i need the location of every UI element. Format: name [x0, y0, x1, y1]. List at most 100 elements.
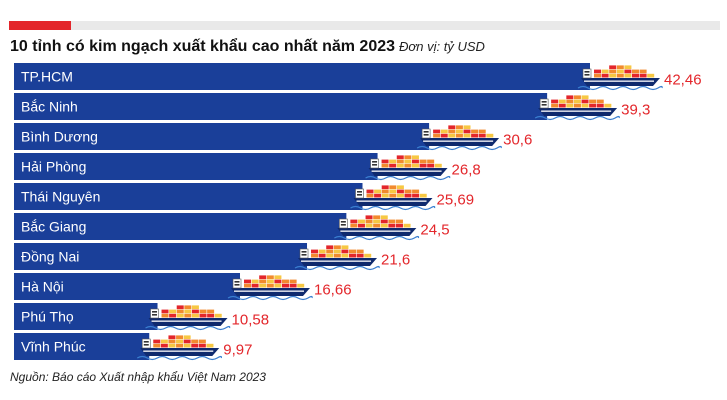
ship-bridge: [582, 68, 592, 79]
container-box: [616, 65, 624, 70]
container-box: [412, 189, 420, 194]
ship-hull: [581, 78, 660, 86]
container-box: [404, 159, 412, 164]
container-box: [573, 95, 581, 100]
container-box: [357, 223, 365, 228]
container-box: [183, 335, 191, 340]
ship-hull: [538, 108, 618, 116]
container-box: [259, 275, 267, 280]
container-box: [168, 339, 176, 344]
hull-stripe: [423, 140, 494, 142]
container-box: [455, 129, 463, 134]
container-box: [333, 253, 341, 258]
container-box: [604, 103, 612, 108]
container-box: [168, 343, 176, 348]
container-box: [199, 313, 207, 318]
container-box: [601, 73, 609, 78]
container-box: [341, 253, 349, 258]
cargo-ship-icon: [145, 305, 231, 331]
bar-1: [14, 93, 548, 120]
container-box: [395, 219, 403, 224]
container-box: [183, 343, 191, 348]
container-box: [381, 185, 389, 190]
water-line: [334, 235, 420, 241]
ship-hull: [337, 228, 417, 236]
container-box: [366, 189, 374, 194]
value-label: 16,66: [314, 282, 352, 299]
container-box: [566, 99, 574, 104]
value-label: 25,69: [437, 192, 475, 209]
container-box: [191, 343, 199, 348]
container-box: [191, 309, 199, 314]
hull-stripe: [356, 200, 427, 202]
container-box: [427, 163, 435, 168]
container-box: [207, 309, 215, 314]
container-box: [311, 253, 319, 258]
container-box: [551, 99, 559, 104]
container-box: [153, 343, 161, 348]
value-label: 30,6: [503, 132, 532, 149]
container-box: [624, 73, 632, 78]
container-box: [455, 133, 463, 138]
container-box: [566, 103, 574, 108]
ship-hull: [353, 198, 433, 206]
container-box: [365, 223, 373, 228]
container-box: [396, 155, 404, 160]
value-label: 21,6: [381, 252, 410, 269]
container-box: [161, 313, 169, 318]
container-box: [558, 99, 566, 104]
value-label: 24,5: [420, 222, 449, 239]
container-box: [380, 215, 388, 220]
container-box: [404, 155, 412, 160]
source-note: Nguồn: Báo cáo Xuất nhập khẩu Việt Nam 2…: [10, 370, 266, 384]
container-box: [411, 163, 419, 168]
unit-label: Đơn vị: tỷ USD: [399, 39, 485, 54]
category-label: Bắc Ninh: [21, 99, 78, 115]
container-box: [333, 249, 341, 254]
container-box: [373, 223, 381, 228]
cargo-ship-icon: [294, 245, 380, 271]
container-box: [356, 249, 364, 254]
container-box: [573, 99, 581, 104]
container-box: [176, 343, 184, 348]
container-box: [161, 309, 169, 314]
container-box: [381, 193, 389, 198]
container-box: [478, 129, 486, 134]
cargo-ship-icon: [534, 95, 620, 121]
container-box: [463, 129, 471, 134]
container-box: [364, 253, 372, 258]
container-box: [389, 163, 397, 168]
container-box: [581, 95, 589, 100]
container-box: [381, 189, 389, 194]
container-box: [160, 343, 168, 348]
cargo-ship-icon: [416, 125, 502, 151]
container-box: [573, 103, 581, 108]
hull-stripe: [541, 110, 612, 112]
container-box: [191, 313, 199, 318]
water-line: [534, 115, 620, 121]
container-box: [396, 189, 404, 194]
container-box: [326, 245, 334, 250]
container-box: [289, 283, 297, 288]
hull-stripe: [234, 290, 305, 292]
ship-hull: [298, 258, 378, 266]
container-box: [176, 339, 184, 344]
container-box: [486, 133, 494, 138]
container-box: [639, 69, 647, 74]
container-box: [440, 129, 448, 134]
container-box: [373, 215, 381, 220]
container-box: [169, 313, 177, 318]
container-box: [333, 245, 341, 250]
container-box: [251, 283, 259, 288]
container-box: [199, 309, 207, 314]
bar-4: [14, 183, 363, 210]
container-box: [318, 249, 326, 254]
chart-title-line: 10 tỉnh có kim ngạch xuất khẩu cao nhất …: [10, 38, 485, 56]
container-box: [251, 279, 259, 284]
container-box: [244, 283, 252, 288]
bar-5: [14, 213, 347, 240]
container-box: [282, 283, 290, 288]
container-box: [404, 189, 412, 194]
ship-bridge: [141, 338, 151, 349]
container-box: [433, 133, 441, 138]
